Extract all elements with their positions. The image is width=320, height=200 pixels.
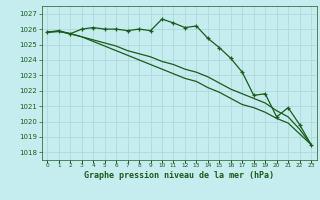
X-axis label: Graphe pression niveau de la mer (hPa): Graphe pression niveau de la mer (hPa) — [84, 171, 274, 180]
